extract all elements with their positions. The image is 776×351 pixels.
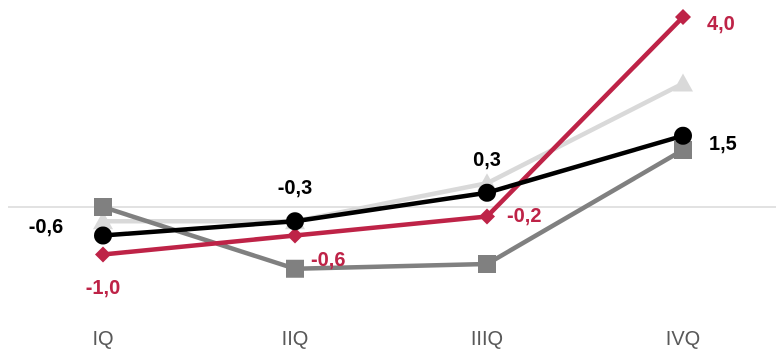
gray-series-marker [286,259,304,278]
lightgray-series-marker [93,211,113,230]
data-label: -0,3 [278,177,312,199]
x-tick-label: IIQ [282,328,309,350]
series-layer [93,9,693,278]
data-label: 4,0 [707,13,735,35]
gray-series-marker [674,141,692,159]
data-label: -0,2 [507,205,541,227]
gray-series-marker [94,198,112,216]
label-layer: -0,6 -0,3 0,3 1,5 -1,0 -0,6 -0,2 4,0 [29,13,737,299]
data-label: -1,0 [86,277,120,299]
black-series [94,126,692,245]
lightgray-series-marker [673,73,693,92]
x-tick-label: IIIQ [471,328,503,350]
data-label: -0,6 [311,249,345,271]
black-series-line [102,133,684,238]
red-series-marker [287,227,303,244]
black-series-marker [478,183,496,202]
red-series-marker [675,9,691,25]
red-series-marker [95,246,111,263]
data-label: 1,5 [709,133,737,155]
data-label: -0,6 [29,216,63,238]
red-series-marker [479,208,495,225]
gray-series-line [102,148,685,271]
red-series [95,9,691,263]
black-series-marker [674,126,692,145]
black-series-marker [286,212,304,231]
data-label: 0,3 [473,149,501,171]
black-series-marker [94,226,112,245]
x-tick-label: IVQ [666,328,700,350]
lightgray-series-line [103,81,685,224]
red-series-line [102,15,685,257]
x-tick-label: IQ [92,328,113,350]
gray-series [94,141,692,278]
category-axis: IQ IIQ IIIQ IVQ [92,328,700,350]
gray-series-marker [478,255,496,273]
